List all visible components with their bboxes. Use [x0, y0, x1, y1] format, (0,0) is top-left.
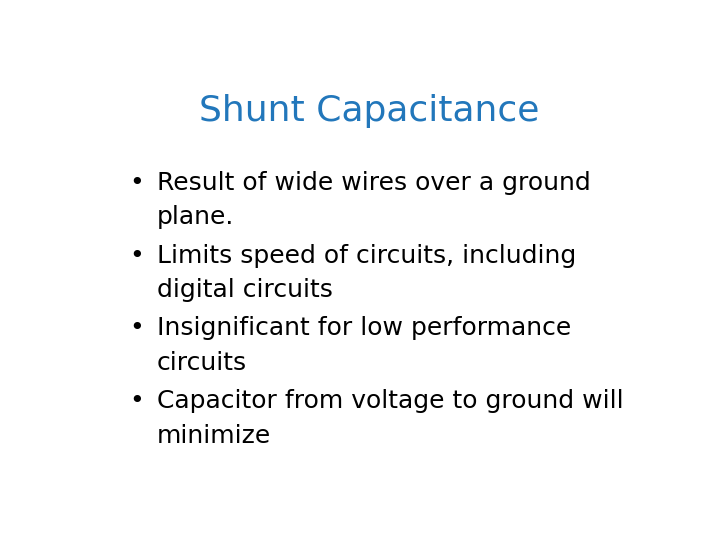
Text: Capacitor from voltage to ground will: Capacitor from voltage to ground will: [157, 389, 624, 413]
Text: circuits: circuits: [157, 351, 247, 375]
Text: •: •: [129, 171, 144, 195]
Text: digital circuits: digital circuits: [157, 278, 333, 302]
Text: Shunt Capacitance: Shunt Capacitance: [199, 94, 539, 128]
Text: Insignificant for low performance: Insignificant for low performance: [157, 316, 571, 340]
Text: Limits speed of circuits, including: Limits speed of circuits, including: [157, 244, 576, 268]
Text: minimize: minimize: [157, 424, 271, 448]
Text: •: •: [129, 316, 144, 340]
Text: •: •: [129, 244, 144, 268]
Text: •: •: [129, 389, 144, 413]
Text: plane.: plane.: [157, 205, 234, 229]
Text: Result of wide wires over a ground: Result of wide wires over a ground: [157, 171, 590, 195]
